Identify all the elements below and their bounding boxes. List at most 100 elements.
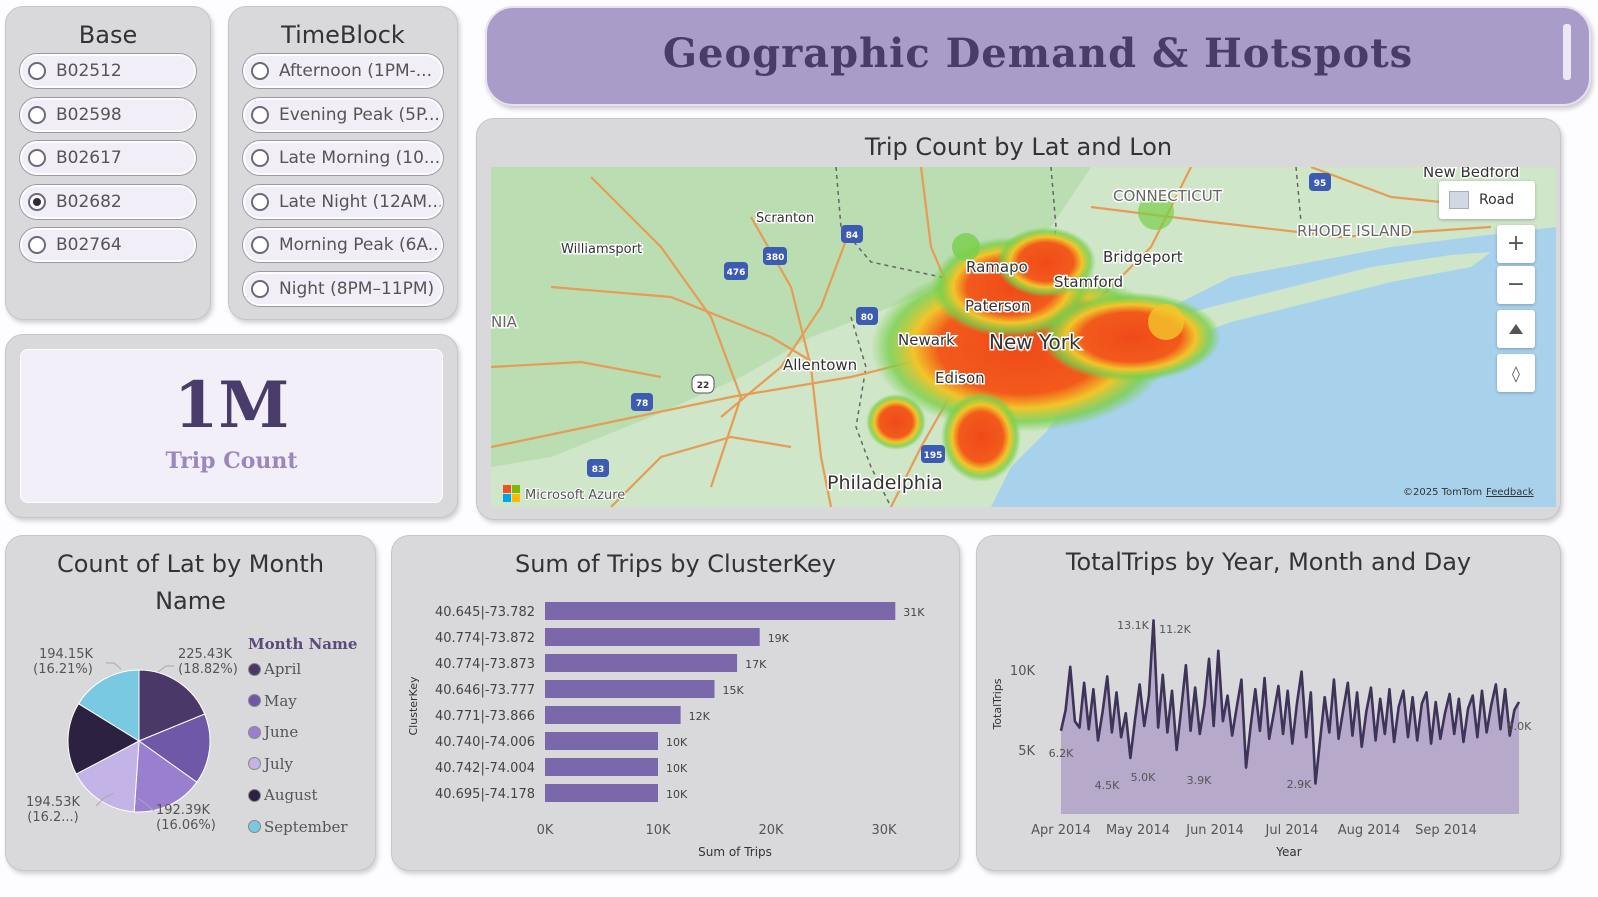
bar-data-label: 17K <box>745 658 767 671</box>
radio-icon <box>251 62 269 80</box>
road-thumbnail-icon <box>1449 191 1469 209</box>
pie-legend-title: Month Name <box>248 635 358 653</box>
base-option-label: B02617 <box>56 148 122 168</box>
timeblock-option[interactable]: Morning Peak (6A... <box>243 228 443 262</box>
legend-label: September <box>264 817 348 836</box>
base-option[interactable]: B02682 <box>20 184 196 219</box>
shield-380-label: 380 <box>766 253 785 263</box>
heat-south <box>941 392 1021 482</box>
pie-slice-april[interactable] <box>138 669 206 742</box>
state-border <box>850 316 892 507</box>
legend-label: July <box>264 754 293 773</box>
pie-label-br-pct: (16.06%) <box>156 818 216 833</box>
bar-chart: 40.645|-73.782 31K 40.774|-73.872 19K 40.774… <box>407 602 925 859</box>
base-option[interactable]: B02617 <box>20 141 196 175</box>
label-nia: NIA <box>491 313 518 331</box>
shield-22-label: 22 <box>697 381 710 391</box>
pie-slice-july[interactable] <box>75 740 140 813</box>
zoom-in-button[interactable]: + <box>1497 225 1535 263</box>
heat-li <box>1148 304 1184 340</box>
legend-item-august[interactable]: August <box>248 786 317 804</box>
shield-83 <box>587 459 609 477</box>
timeblock-option[interactable]: Late Night (12AM... <box>243 184 443 219</box>
bar[interactable] <box>545 628 760 646</box>
bar-x-tick: 0K <box>537 823 554 838</box>
bar[interactable] <box>545 732 658 750</box>
pie-title-line1: Count of Lat by Month <box>56 550 325 578</box>
legend-item-may[interactable]: May <box>248 692 297 710</box>
label-scranton: Scranton <box>756 211 814 226</box>
legend-label: June <box>264 723 299 741</box>
pie-slice-june[interactable] <box>133 740 198 813</box>
state-border <box>835 167 962 308</box>
timeblock-option[interactable]: Late Morning (10... <box>243 141 443 175</box>
line-data-label: 2.9K <box>1287 778 1312 791</box>
road-style-label: Road <box>1479 192 1515 208</box>
shield-83-label: 83 <box>592 465 605 475</box>
map-canvas[interactable]: 95 84 380 476 80 22 78 195 83 New Bedfor… <box>491 167 1556 507</box>
trend-line[interactable] <box>1059 619 1521 785</box>
legend-item-june[interactable]: June <box>248 723 298 741</box>
bar[interactable] <box>545 680 715 698</box>
line-x-tick: Aug 2014 <box>1338 823 1401 838</box>
label-bridgeport: Bridgeport <box>1103 248 1183 266</box>
pie-slice-may[interactable] <box>137 713 211 783</box>
radio-icon <box>28 149 46 167</box>
label-rhode-island: RHODE ISLAND <box>1297 222 1412 240</box>
timeblock-option[interactable]: Evening Peak (5P... <box>243 97 443 132</box>
bar[interactable] <box>545 602 896 620</box>
map-svg: 95 84 380 476 80 22 78 195 83 New Bedfor… <box>491 167 1556 507</box>
pie-label-tl-value: 194.15K <box>39 647 93 662</box>
base-option-label: B02764 <box>56 235 122 255</box>
page-title: Geographic Demand & Hotspots <box>662 30 1414 77</box>
line-data-label: 6.2K <box>1049 747 1074 760</box>
bar[interactable] <box>545 706 681 724</box>
pitch-button[interactable] <box>1497 310 1535 348</box>
line-data-label: 13.1K <box>1117 619 1149 632</box>
pie-title-line2: Name <box>155 587 226 615</box>
pie-chart-panel: Count of Lat by Month Name 194.15K (16.2… <box>5 535 376 871</box>
base-option-label: B02682 <box>56 191 122 212</box>
base-option-label: B02598 <box>56 104 122 125</box>
legend-marker-icon <box>248 694 261 707</box>
base-option[interactable]: B02512 <box>20 54 196 88</box>
line-chart: 5K 10K Apr 2014 May 2014 Jun 2014 Jul 2014 Aug… <box>991 619 1532 859</box>
legend-label: April <box>264 660 302 678</box>
base-option[interactable]: B02764 <box>20 228 196 262</box>
legend-item-april[interactable]: April <box>248 660 301 678</box>
compass-button[interactable]: ◊ <box>1497 354 1535 392</box>
map-feedback-link[interactable]: Feedback <box>1486 487 1534 498</box>
bar[interactable] <box>545 784 658 802</box>
pie-slice-august[interactable] <box>67 703 141 775</box>
label-newark: Newark <box>898 331 955 349</box>
legend-item-september[interactable]: September <box>248 818 348 836</box>
zoom-out-button[interactable]: − <box>1497 266 1535 304</box>
line-y-axis-title: TotalTrips <box>991 678 1004 730</box>
bar-data-label: 10K <box>666 736 688 749</box>
road-style-button[interactable]: Road <box>1439 181 1535 219</box>
shield-195-label: 195 <box>924 451 943 461</box>
pie-slice-september[interactable] <box>77 669 140 742</box>
label-ramapo: Ramapo <box>966 258 1028 276</box>
pie-leader-lines <box>95 662 174 812</box>
shield-476 <box>724 262 748 280</box>
shield-195 <box>921 445 945 463</box>
banner-scrollbar[interactable] <box>1563 24 1571 80</box>
pie-label-bl-pct: (16.2...) <box>27 810 79 825</box>
timeblock-option[interactable]: Afternoon (1PM-... <box>243 54 443 88</box>
timeblock-option[interactable]: Night (8PM–11PM) <box>243 271 443 306</box>
legend-item-july[interactable]: July <box>248 755 293 773</box>
line-data-label: 8.0K <box>1507 720 1532 733</box>
land-greener <box>491 167 1091 467</box>
shield-80 <box>856 307 878 325</box>
timeblock-slicer-title: TimeBlock <box>281 21 405 49</box>
base-option[interactable]: B02598 <box>20 97 196 132</box>
bar[interactable] <box>545 758 658 776</box>
bar[interactable] <box>545 654 738 672</box>
bar-data-label: 19K <box>768 632 790 645</box>
pie-label-tr-pct: (18.82%) <box>178 662 238 677</box>
shield-22 <box>691 374 715 394</box>
radio-icon <box>28 192 46 211</box>
line-x-axis-title: Year <box>1275 845 1301 859</box>
line-x-tick: Apr 2014 <box>1031 823 1091 838</box>
